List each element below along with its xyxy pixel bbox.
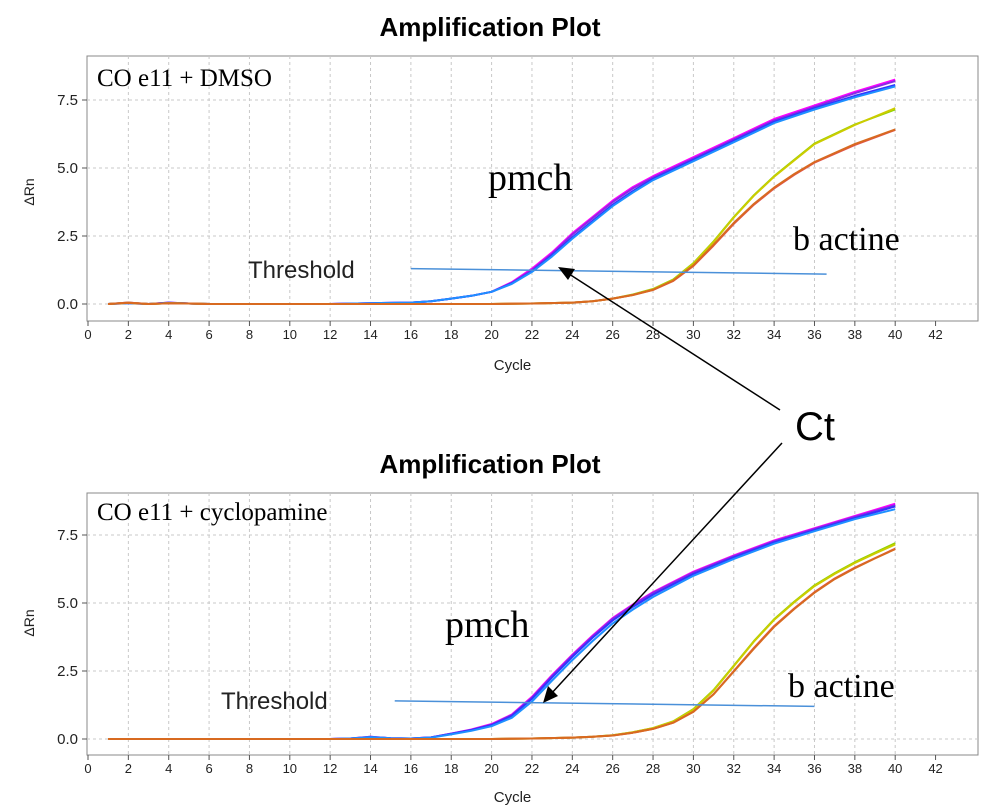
x-tick-label: 38: [848, 761, 862, 776]
chart-title: Amplification Plot: [380, 449, 601, 479]
x-tick-label: 22: [525, 761, 539, 776]
x-tick-label: 26: [605, 761, 619, 776]
series-line-b-actine: [108, 548, 896, 740]
x-tick-label: 40: [888, 327, 902, 342]
x-tick-label: 18: [444, 761, 458, 776]
ct-callout: Ct: [543, 267, 835, 703]
ct-arrowhead-bottom: [543, 686, 558, 703]
x-axis-label: Cycle: [494, 357, 532, 374]
x-tick-label: 6: [205, 327, 212, 342]
threshold-label: Threshold: [248, 257, 355, 284]
threshold-line: [394, 700, 815, 708]
y-tick-label: 0.0: [57, 731, 78, 748]
x-tick-label: 28: [646, 761, 660, 776]
y-tick-label: 2.5: [57, 228, 78, 245]
x-tick-label: 2: [125, 761, 132, 776]
plot-area: [86, 492, 979, 756]
x-tick-label: 32: [727, 761, 741, 776]
x-tick-label: 34: [767, 327, 781, 342]
x-tick-label: 0: [84, 327, 91, 342]
x-tick-label: 16: [404, 761, 418, 776]
x-tick-label: 24: [565, 327, 579, 342]
x-tick-label: 26: [605, 327, 619, 342]
x-tick-label: 12: [323, 327, 337, 342]
x-tick-label: 6: [205, 761, 212, 776]
gene-label-b-actine: b actine: [788, 668, 895, 705]
ct-label: Ct: [795, 405, 835, 449]
x-tick-label: 36: [807, 761, 821, 776]
x-tick-label: 30: [686, 327, 700, 342]
x-tick-label: 22: [525, 327, 539, 342]
x-tick-label: 40: [888, 761, 902, 776]
x-tick-label: 24: [565, 761, 579, 776]
ct-arrowhead-top: [558, 267, 575, 280]
y-axis-label: ΔRn: [21, 178, 37, 205]
x-tick-label: 8: [246, 761, 253, 776]
y-axis-label: ΔRn: [21, 609, 37, 636]
gene-label-b-actine: b actine: [793, 221, 900, 258]
threshold-label: Threshold: [221, 688, 328, 715]
ct-arrow-top: [565, 271, 781, 411]
chart-title: Amplification Plot: [380, 12, 601, 42]
x-tick-label: 20: [484, 327, 498, 342]
x-tick-label: 28: [646, 327, 660, 342]
x-tick-label: 36: [807, 327, 821, 342]
ct-arrow-bottom: [549, 442, 783, 696]
x-tick-label: 12: [323, 761, 337, 776]
x-tick-label: 20: [484, 761, 498, 776]
gene-label-pmch: pmch: [488, 157, 572, 199]
x-tick-label: 30: [686, 761, 700, 776]
condition-label: CO e11 + cyclopamine: [97, 499, 327, 526]
y-tick-label: 5.0: [57, 595, 78, 612]
x-axis-label: Cycle: [494, 789, 532, 806]
x-tick-label: 38: [848, 327, 862, 342]
x-tick-label: 2: [125, 327, 132, 342]
y-tick-label: 5.0: [57, 160, 78, 177]
threshold-line: [410, 267, 827, 275]
x-tick-label: 34: [767, 761, 781, 776]
x-tick-label: 18: [444, 327, 458, 342]
x-tick-label: 42: [928, 327, 942, 342]
y-tick-label: 7.5: [57, 92, 78, 109]
x-tick-label: 4: [165, 327, 172, 342]
x-tick-label: 0: [84, 761, 91, 776]
x-tick-label: 42: [928, 761, 942, 776]
y-tick-label: 7.5: [57, 527, 78, 544]
x-tick-label: 14: [363, 761, 377, 776]
x-tick-label: 4: [165, 761, 172, 776]
gene-label-pmch: pmch: [445, 604, 529, 646]
x-tick-label: 10: [283, 761, 297, 776]
x-tick-label: 32: [727, 327, 741, 342]
series-line-b-actine: [108, 128, 896, 305]
x-tick-label: 8: [246, 327, 253, 342]
x-tick-label: 10: [283, 327, 297, 342]
x-tick-label: 16: [404, 327, 418, 342]
y-tick-label: 0.0: [57, 296, 78, 313]
x-tick-label: 14: [363, 327, 377, 342]
condition-label: CO e11 + DMSO: [97, 65, 272, 92]
y-tick-label: 2.5: [57, 663, 78, 680]
